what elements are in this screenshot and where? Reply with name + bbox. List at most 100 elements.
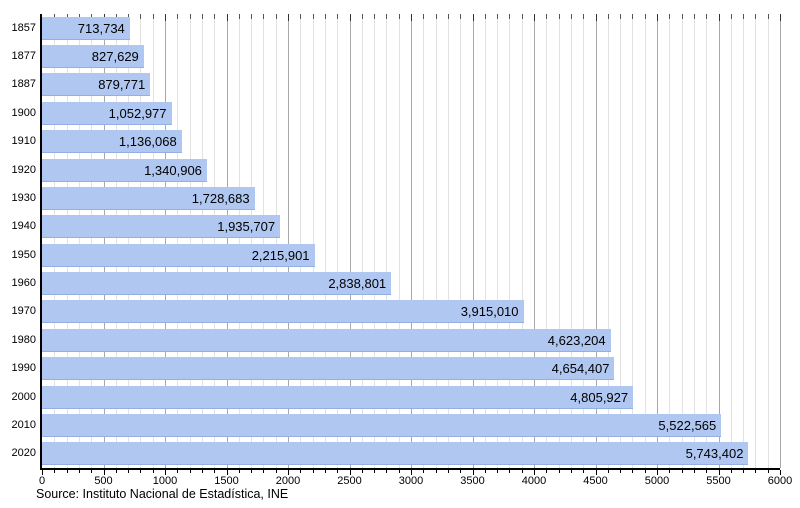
minor-gridline <box>263 14 265 468</box>
x-minor-tick <box>398 470 400 473</box>
top-minor-tick <box>128 14 130 19</box>
x-minor-tick <box>189 470 191 473</box>
top-minor-tick <box>730 14 732 19</box>
x-minor-tick <box>91 470 93 473</box>
top-minor-tick <box>632 14 634 19</box>
top-minor-tick <box>743 14 745 19</box>
top-minor-tick <box>521 14 523 19</box>
x-minor-tick <box>558 470 560 473</box>
x-minor-tick <box>214 470 216 473</box>
minor-gridline <box>238 14 240 468</box>
top-major-tick <box>349 14 351 21</box>
x-minor-tick <box>140 470 142 473</box>
x-minor-tick <box>312 470 314 473</box>
y-axis-label: 1930 <box>11 191 36 204</box>
x-minor-tick <box>447 470 449 473</box>
x-minor-tick <box>435 470 437 473</box>
x-minor-tick <box>66 470 68 473</box>
major-gridline <box>165 14 166 468</box>
top-minor-tick <box>620 14 622 19</box>
top-major-tick <box>718 14 720 21</box>
minor-gridline <box>484 14 486 468</box>
minor-gridline <box>386 14 388 468</box>
minor-gridline <box>189 14 191 468</box>
minor-gridline <box>497 14 499 468</box>
minor-gridline <box>669 14 671 468</box>
y-axis-label: 1960 <box>11 277 36 290</box>
minor-gridline <box>398 14 400 468</box>
x-minor-tick <box>743 470 745 473</box>
x-axis-label: 3000 <box>398 475 424 487</box>
minor-gridline <box>632 14 634 468</box>
minor-gridline <box>767 14 769 468</box>
y-axis-label: 1887 <box>11 78 36 91</box>
top-minor-tick <box>374 14 376 19</box>
minor-gridline <box>755 14 757 468</box>
x-axis-label: 1500 <box>214 475 239 487</box>
minor-gridline <box>423 14 425 468</box>
top-major-tick <box>657 14 658 21</box>
x-minor-tick <box>681 470 683 473</box>
top-minor-tick <box>398 14 400 19</box>
minor-gridline <box>115 14 117 468</box>
bar-1940: 1,935,707 <box>42 215 281 239</box>
minor-gridline <box>54 14 56 468</box>
x-minor-tick <box>324 470 326 473</box>
top-minor-tick <box>91 14 93 19</box>
minor-gridline <box>743 14 745 468</box>
y-axis-label: 1940 <box>11 220 36 233</box>
bar-value-label: 4,623,204 <box>547 332 606 348</box>
x-major-tick <box>103 470 105 475</box>
top-minor-tick <box>509 14 511 19</box>
major-gridline <box>780 14 781 468</box>
top-minor-tick <box>484 14 486 19</box>
x-major-tick <box>349 470 351 475</box>
x-minor-tick <box>570 470 572 473</box>
x-axis-label: 500 <box>94 475 113 487</box>
top-minor-tick <box>570 14 572 19</box>
top-minor-tick <box>115 14 117 19</box>
minor-gridline <box>607 14 609 468</box>
top-minor-tick <box>177 14 179 19</box>
top-major-tick <box>226 14 228 21</box>
x-major-tick <box>718 470 720 475</box>
bar-1920: 1,340,906 <box>42 158 207 182</box>
top-minor-tick <box>324 14 326 19</box>
x-axis-label: 3500 <box>460 475 485 487</box>
y-axis-label: 1990 <box>11 362 36 375</box>
x-minor-tick <box>300 470 302 473</box>
major-gridline <box>103 14 105 468</box>
x-axis-label: 6000 <box>767 475 793 487</box>
x-axis-label: 1000 <box>152 475 178 487</box>
top-minor-tick <box>214 14 216 19</box>
top-minor-tick <box>152 14 154 19</box>
bar-value-label: 2,838,801 <box>328 276 387 292</box>
major-gridline <box>411 14 412 468</box>
minor-gridline <box>374 14 376 468</box>
top-major-tick <box>288 14 289 21</box>
top-minor-tick <box>669 14 671 19</box>
top-minor-tick <box>54 14 56 19</box>
bar-value-label: 4,654,407 <box>551 361 610 377</box>
bar-value-label: 879,771 <box>98 77 146 93</box>
minor-gridline <box>300 14 302 468</box>
x-major-tick <box>165 470 166 475</box>
x-minor-tick <box>607 470 609 473</box>
y-axis-label: 1857 <box>11 21 36 34</box>
x-major-tick <box>534 470 535 475</box>
bar-value-label: 5,743,402 <box>685 446 744 462</box>
top-minor-tick <box>78 14 80 19</box>
top-minor-tick <box>767 14 769 19</box>
bar-value-label: 1,935,707 <box>217 219 276 235</box>
bar-value-label: 3,915,010 <box>460 304 519 320</box>
bar-value-label: 827,629 <box>91 49 139 65</box>
minor-gridline <box>620 14 622 468</box>
minor-gridline <box>460 14 462 468</box>
y-axis-label: 1980 <box>11 333 36 346</box>
top-minor-tick <box>558 14 560 19</box>
x-axis-label: 4000 <box>521 475 547 487</box>
bar-1990: 4,654,407 <box>42 357 615 381</box>
x-minor-tick <box>275 470 277 473</box>
x-minor-tick <box>374 470 376 473</box>
